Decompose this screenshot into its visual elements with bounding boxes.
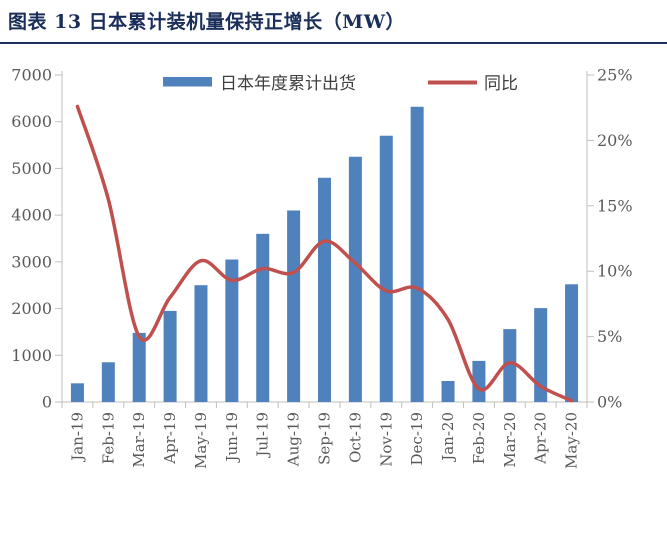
bar-Mar-19 [132, 332, 146, 402]
bar-Apr-20 [534, 308, 548, 402]
bar-Feb-19 [101, 362, 115, 402]
y-axis-left-label: 3000 [11, 252, 52, 271]
figure-title: 图表 13 日本累计装机量保持正增长（MW） [8, 11, 406, 33]
y-axis-right-label: 20% [597, 131, 633, 150]
yoy-line [75, 104, 574, 403]
y-axis-left-label: 5000 [11, 159, 52, 178]
x-axis-label: Feb-20 [470, 412, 488, 464]
y-axis-left-label: 6000 [11, 112, 52, 131]
x-axis-label: Jan-19 [68, 412, 86, 463]
bar-May-20 [565, 284, 579, 402]
legend-line-label: 同比 [484, 74, 518, 94]
y-axis-right-label: 10% [597, 262, 633, 281]
bar-Sep-19 [318, 177, 331, 402]
chart-figure: 0 1000 2000 3000 4000 5000 6000 7000 0% 5% 10% 15% 2… [0, 44, 667, 533]
bar-Jan-20 [441, 380, 455, 402]
x-axis-label: Nov-19 [377, 412, 395, 467]
y-axis-left-label: 2000 [11, 299, 52, 318]
y-axis-left-label: 0 [42, 393, 52, 412]
y-axis-right-label: 0% [597, 393, 622, 412]
y-axis-left-label: 7000 [11, 66, 52, 85]
x-axis-label: Feb-19 [99, 412, 117, 464]
y-axis-left-label: 4000 [11, 206, 52, 225]
bar-Feb-20 [472, 360, 486, 402]
x-axis-label: May-20 [563, 412, 581, 469]
figure-header: 图表 13 日本累计装机量保持正增长（MW） [0, 0, 667, 44]
bar-Oct-19 [348, 156, 362, 402]
bar-Mar-20 [503, 329, 517, 402]
x-axis-label: Apr-20 [532, 412, 550, 465]
x-axis-label: Mar-19 [130, 412, 148, 468]
x-axis-label: Sep-19 [316, 412, 334, 465]
bar-Nov-19 [379, 135, 393, 402]
bar-May-19 [194, 285, 208, 402]
legend-bar-swatch [163, 77, 212, 87]
bar-Jun-19 [225, 259, 239, 402]
x-axis-label: Dec-19 [408, 412, 426, 465]
x-axis-label: Jul-19 [254, 412, 272, 459]
y-axis-right-label: 25% [597, 66, 633, 85]
y-axis-left-label: 1000 [11, 346, 52, 365]
chart-canvas: 0 1000 2000 3000 4000 5000 6000 7000 0% 5% 10% 15% 2… [11, 66, 633, 469]
x-axis-label: Mar-20 [501, 412, 519, 468]
bar-Aug-19 [287, 210, 301, 402]
x-axis-label: Jan-20 [439, 412, 457, 463]
x-axis-label: Jun-19 [223, 412, 241, 464]
bar-Dec-19 [410, 106, 424, 402]
bar-Jul-19 [256, 233, 270, 402]
bar-Jan-19 [70, 383, 84, 402]
x-axis-label: May-19 [192, 412, 210, 469]
x-axis-label: Apr-19 [161, 412, 179, 465]
x-axis-label: Aug-19 [285, 412, 303, 467]
bar-Apr-19 [163, 310, 177, 402]
y-axis-right-label: 15% [597, 196, 633, 215]
legend-bar-label: 日本年度累计出货 [220, 74, 356, 94]
y-axis-right-label: 5% [597, 327, 622, 346]
x-axis-label: Oct-19 [346, 412, 364, 463]
